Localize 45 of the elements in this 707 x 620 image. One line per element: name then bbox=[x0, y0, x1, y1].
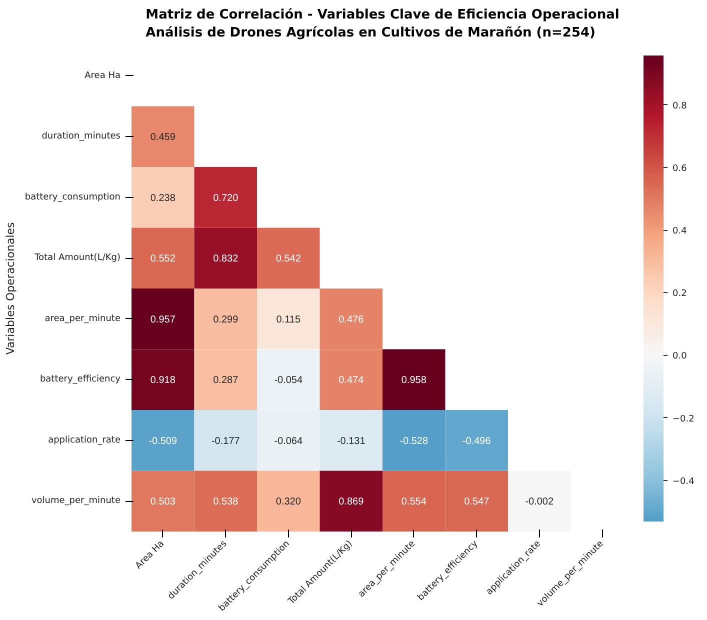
data-label: 0.720 bbox=[213, 192, 239, 204]
data-label: 0.547 bbox=[464, 496, 490, 508]
color-bar-label: 0.6 bbox=[672, 164, 688, 174]
data-label: -0.509 bbox=[148, 436, 178, 447]
data-label: 0.320 bbox=[276, 496, 302, 508]
color-bar-label: 0.8 bbox=[672, 101, 688, 112]
color-bar-label: 0.2 bbox=[672, 289, 687, 300]
y-axis-title: Variables Operacionales bbox=[4, 222, 17, 355]
y-tick-label: Total Amount(L/Kg) bbox=[34, 253, 121, 264]
color-bar-label: 0.4 bbox=[672, 226, 688, 237]
data-label: 0.115 bbox=[276, 314, 301, 326]
data-label: 0.538 bbox=[213, 496, 239, 508]
data-label: 0.476 bbox=[338, 314, 364, 326]
color-bar-label: −0.2 bbox=[672, 414, 694, 424]
y-tick-label: battery_efficiency bbox=[40, 374, 122, 385]
data-label: 0.869 bbox=[338, 496, 364, 508]
data-label: -0.528 bbox=[400, 436, 428, 447]
data-label: -0.177 bbox=[211, 436, 240, 447]
y-tick-label: area_per_minute bbox=[44, 314, 121, 324]
data-label: 0.238 bbox=[150, 192, 176, 204]
data-label: 0.287 bbox=[213, 375, 239, 386]
color-bar-label: 0.0 bbox=[672, 352, 688, 362]
chart-title: Matriz de Correlación - Variables Clave de Eficiencia Operacional Análisis de Drones Agrícolas en Cultivos de Marañón (n=254) bbox=[146, 8, 620, 40]
data-label: -0.054 bbox=[274, 375, 303, 386]
data-label: 0.918 bbox=[150, 375, 176, 386]
y-tick-label: application_rate bbox=[48, 435, 121, 446]
data-label: -0.131 bbox=[336, 436, 366, 447]
data-label: 0.957 bbox=[150, 314, 176, 326]
data-label: 0.542 bbox=[276, 254, 302, 265]
y-tick-label: Area Ha bbox=[84, 70, 121, 81]
y-tick-label: duration_minutes bbox=[42, 132, 121, 142]
data-label: 0.958 bbox=[401, 375, 427, 386]
data-label: 0.552 bbox=[150, 254, 176, 265]
data-label: 0.503 bbox=[150, 496, 176, 508]
data-label: 0.299 bbox=[213, 314, 239, 326]
data-label: 0.832 bbox=[213, 254, 239, 265]
data-label: 0.474 bbox=[338, 375, 364, 386]
data-label: -0.064 bbox=[274, 436, 303, 447]
y-tick-label: battery_consumption bbox=[24, 192, 121, 202]
y-tick-label: volume_per_minute bbox=[31, 496, 121, 506]
data-label: -0.002 bbox=[525, 496, 554, 508]
color-bar-label: −0.4 bbox=[672, 476, 695, 487]
data-label: 0.459 bbox=[150, 132, 176, 144]
data-label: -0.496 bbox=[462, 436, 492, 447]
data-label: 0.554 bbox=[401, 496, 427, 508]
